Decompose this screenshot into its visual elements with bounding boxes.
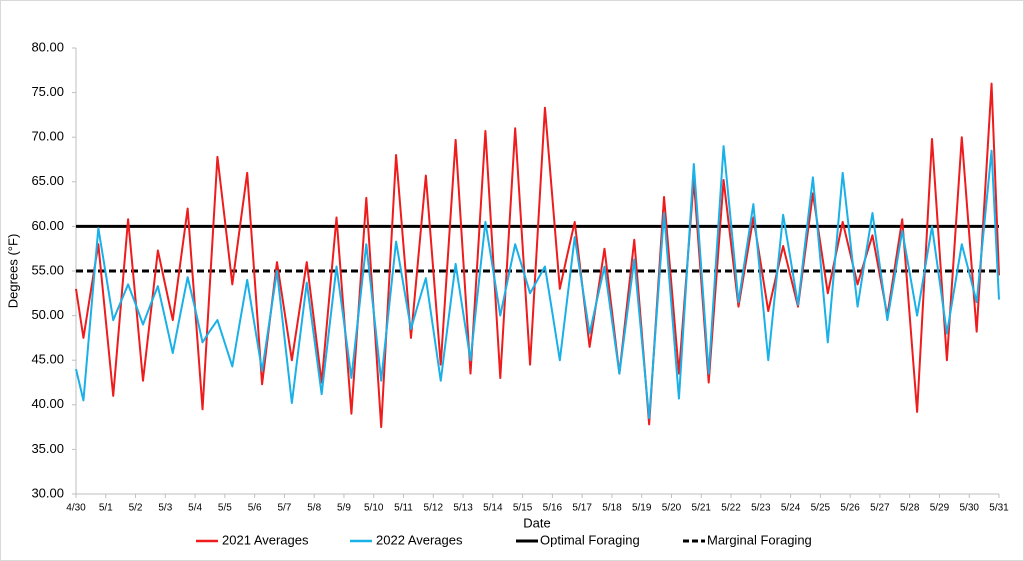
x-tick-label: 5/18 <box>602 503 622 514</box>
x-tick-label: 5/15 <box>513 503 533 514</box>
x-tick-label: 5/25 <box>811 503 831 514</box>
x-tick-label: 5/31 <box>989 503 1009 514</box>
x-tick-label: 5/10 <box>364 503 384 514</box>
x-tick-label: 5/22 <box>721 503 741 514</box>
legend-label: 2022 Averages <box>376 532 463 547</box>
y-tick-label: 45.00 <box>31 352 64 367</box>
x-tick-label: 4/30 <box>66 503 86 514</box>
x-tick-label: 5/28 <box>900 503 920 514</box>
y-tick-label: 80.00 <box>31 39 64 54</box>
legend-label: Optimal Foraging <box>540 532 640 547</box>
x-tick-label: 5/9 <box>337 503 351 514</box>
x-tick-label: 5/26 <box>840 503 860 514</box>
x-tick-label: 5/7 <box>277 503 291 514</box>
x-tick-label: 5/29 <box>930 503 950 514</box>
legend-label: Marginal Foraging <box>707 532 812 547</box>
x-tick-label: 5/3 <box>158 503 172 514</box>
series-line <box>75 82 1000 429</box>
x-tick-label: 5/24 <box>781 503 801 514</box>
y-tick-label: 70.00 <box>31 129 64 144</box>
x-tick-label: 5/4 <box>188 503 202 514</box>
y-tick-label: 35.00 <box>31 441 64 456</box>
x-tick-label: 5/2 <box>129 503 143 514</box>
x-tick-label: 5/19 <box>632 503 652 514</box>
y-tick-label: 55.00 <box>31 262 64 277</box>
y-axis-title: Degrees (°F) <box>5 234 20 309</box>
x-tick-label: 5/20 <box>662 503 682 514</box>
x-tick-label: 5/27 <box>870 503 890 514</box>
x-tick-label: 5/5 <box>218 503 232 514</box>
x-tick-label: 5/12 <box>424 503 444 514</box>
x-tick-label: 5/21 <box>692 503 712 514</box>
y-tick-label: 30.00 <box>31 485 64 500</box>
x-tick-label: 5/17 <box>572 503 592 514</box>
y-tick-label: 60.00 <box>31 218 64 233</box>
x-tick-label: 5/1 <box>99 503 113 514</box>
x-axis-title: Date <box>523 515 550 530</box>
x-tick-label: 5/6 <box>248 503 262 514</box>
y-tick-label: 50.00 <box>31 307 64 322</box>
x-tick-label: 5/23 <box>751 503 771 514</box>
x-tick-label: 5/16 <box>543 503 563 514</box>
x-tick-label: 5/30 <box>959 503 979 514</box>
x-tick-label: 5/13 <box>453 503 473 514</box>
x-tick-label: 5/8 <box>307 503 321 514</box>
x-tick-label: 5/14 <box>483 503 503 514</box>
y-tick-label: 65.00 <box>31 173 64 188</box>
y-tick-label: 75.00 <box>31 84 64 99</box>
series-line <box>75 145 1000 420</box>
legend-label: 2021 Averages <box>222 532 309 547</box>
y-tick-label: 40.00 <box>31 396 64 411</box>
x-tick-label: 5/11 <box>394 503 413 514</box>
